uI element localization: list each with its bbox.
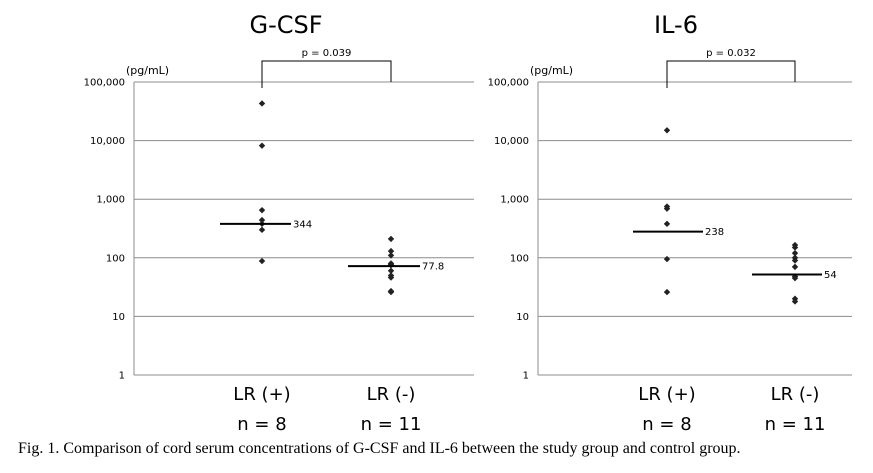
p-value-label: p = 0.039	[302, 48, 352, 59]
y-tick-label: 100,000	[84, 78, 125, 89]
data-point	[387, 288, 395, 296]
y-tick-label: 100	[106, 253, 125, 264]
median-label: 344	[293, 219, 312, 230]
data-point	[258, 216, 266, 224]
y-tick-label: 10,000	[494, 136, 529, 147]
y-tick-label: 10	[112, 312, 125, 323]
y-tick-label: 1	[523, 371, 529, 382]
x-category-label: LR (+)	[233, 384, 290, 405]
y-tick-label: 1	[119, 371, 125, 382]
sample-size-label: n = 8	[237, 414, 286, 435]
y-tick-label: 10	[516, 312, 529, 323]
data-point	[791, 244, 799, 251]
data-point	[387, 235, 395, 243]
sample-size-label: n = 11	[361, 414, 422, 435]
p-value-label: p = 0.032	[706, 48, 756, 59]
data-point	[258, 206, 266, 214]
x-category-label: LR (-)	[771, 384, 820, 405]
data-point	[663, 255, 671, 263]
data-point	[387, 247, 395, 255]
y-tick-label: 100,000	[488, 78, 529, 89]
data-point	[258, 257, 266, 265]
median-label: 54	[824, 270, 837, 281]
data-point	[258, 226, 266, 234]
data-point	[663, 288, 671, 296]
x-category-label: LR (-)	[367, 384, 416, 405]
sample-size-label: n = 8	[642, 414, 691, 435]
data-point	[663, 220, 671, 228]
data-point	[791, 257, 799, 264]
median-label: 77.8	[422, 262, 444, 273]
significance-bracket	[261, 60, 392, 88]
data-point	[791, 298, 799, 305]
data-point	[387, 274, 395, 281]
data-point	[791, 249, 799, 257]
data-point	[663, 205, 671, 212]
y-tick-label: 1,000	[500, 195, 529, 206]
y-axis-unit-label: (pg/mL)	[530, 64, 573, 77]
significance-bracket	[666, 60, 796, 88]
figure-caption: Fig. 1. Comparison of cord serum concent…	[18, 440, 741, 457]
x-category-label: LR (+)	[638, 384, 695, 405]
data-point	[387, 267, 395, 275]
y-axis-unit-label: (pg/mL)	[126, 64, 169, 77]
data-point	[387, 252, 395, 259]
y-tick-label: 100	[510, 253, 529, 264]
data-point	[258, 142, 266, 149]
y-tick-label: 10,000	[90, 136, 125, 147]
chart-title: G-CSF	[249, 11, 322, 39]
data-point	[663, 127, 671, 134]
data-point	[258, 100, 266, 107]
y-tick-label: 1,000	[96, 195, 125, 206]
data-point	[791, 263, 799, 271]
chart-title: IL-6	[654, 11, 698, 39]
data-point	[791, 274, 799, 282]
median-label: 238	[705, 227, 724, 238]
sample-size-label: n = 11	[765, 414, 826, 435]
